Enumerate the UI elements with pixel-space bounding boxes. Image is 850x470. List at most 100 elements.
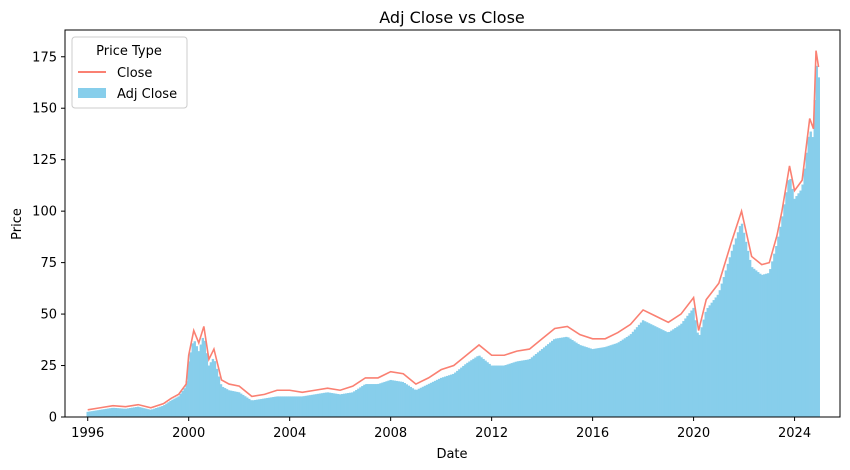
adj-close-bar: [278, 396, 281, 417]
adj-close-bar: [110, 407, 114, 417]
adj-close-bar: [585, 347, 588, 417]
adj-close-bar: [124, 408, 128, 417]
adj-close-bar: [734, 238, 738, 417]
adj-close-bar: [698, 334, 701, 417]
adj-close-bar: [769, 269, 772, 417]
adj-close-bar: [656, 327, 659, 417]
adj-close-bar: [221, 386, 225, 417]
adj-close-bar: [199, 344, 203, 417]
adj-close-bar: [654, 326, 657, 417]
adj-close-bar: [308, 395, 312, 417]
adj-close-bar: [811, 137, 814, 418]
y-tick-label: 100: [32, 205, 57, 220]
adj-close-bar: [460, 367, 463, 417]
legend-close-label: Close: [117, 66, 152, 81]
adj-close-bar: [803, 168, 806, 417]
adj-close-bar: [660, 329, 663, 417]
adj-close-bar: [391, 380, 394, 417]
adj-close-bar: [211, 358, 215, 417]
adj-close-bar: [191, 343, 194, 417]
x-axis-label: Date: [436, 447, 467, 462]
adj-close-bar: [395, 380, 398, 417]
adj-close-bar: [512, 362, 516, 417]
adj-close-bar: [282, 396, 285, 417]
adj-close-bar: [147, 409, 150, 417]
x-tick-label: 2000: [172, 426, 205, 441]
adj-close-bar: [605, 346, 608, 417]
adj-close-bar: [130, 407, 134, 417]
adj-close-bar: [270, 397, 273, 417]
adj-close-bar: [787, 180, 790, 417]
adj-close-bar: [641, 320, 645, 417]
adj-close-bar: [716, 294, 720, 417]
adj-close-bar: [235, 391, 239, 417]
adj-close-bar: [383, 381, 386, 417]
adj-close-bar: [353, 391, 356, 417]
adj-close-bar: [417, 388, 421, 417]
adj-close-bar: [740, 223, 744, 417]
adj-close-bar: [468, 361, 471, 417]
adj-close-bar: [258, 399, 261, 417]
adj-close-bar: [227, 390, 231, 417]
adj-close-bar: [773, 253, 776, 417]
adj-close-bar: [502, 365, 505, 417]
adj-close-bar: [242, 394, 245, 417]
adj-close-bar: [355, 389, 358, 417]
adj-close-bar: [387, 380, 390, 417]
adj-close-bar: [332, 393, 336, 417]
adj-close-bar: [328, 392, 332, 417]
adj-close-bar: [399, 381, 402, 417]
adj-close-bar: [815, 65, 818, 417]
adj-close-bar: [141, 407, 144, 417]
adj-close-bar: [405, 384, 409, 417]
adj-close-bar: [678, 325, 681, 417]
adj-close-bar: [215, 368, 219, 417]
adj-close-bar: [322, 392, 326, 417]
adj-close-bar: [314, 394, 318, 417]
adj-close-bar: [189, 352, 192, 417]
adj-close-bar: [443, 376, 447, 417]
adj-close-bar: [603, 347, 606, 417]
adj-close-bar: [448, 375, 451, 417]
y-axis: 0 25 50 75 100 125 150 175: [32, 50, 65, 426]
adj-close-bar: [381, 382, 384, 417]
adj-close-bar: [415, 389, 419, 417]
adj-close-bar: [102, 409, 106, 417]
adj-close-bar: [631, 331, 635, 417]
adj-close-bar: [112, 407, 116, 417]
adj-close-bar: [722, 277, 726, 417]
adj-close-bar: [551, 340, 554, 417]
adj-close-bar: [450, 374, 453, 417]
adj-close-bar: [375, 384, 378, 417]
adj-close-bar: [629, 334, 633, 417]
adj-close-bar: [347, 393, 350, 417]
adj-close-bar: [609, 345, 612, 417]
adj-close-bar: [799, 190, 802, 417]
adj-close-bar: [120, 408, 124, 417]
adj-close-bar: [579, 345, 582, 417]
adj-close-bar: [452, 373, 455, 417]
adj-close-bar: [411, 388, 415, 417]
adj-close-bar: [591, 349, 594, 417]
adj-close-bar: [761, 274, 764, 417]
adj-close-bar: [94, 410, 97, 417]
adj-close-bar: [746, 250, 750, 417]
adj-close-bar: [486, 362, 489, 417]
adj-close-bar: [670, 330, 673, 417]
adj-close-bar: [668, 331, 671, 417]
adj-close-bar: [549, 342, 552, 417]
adj-close-bar: [209, 362, 213, 417]
adj-close-bar: [429, 382, 433, 417]
adj-close-bar: [155, 407, 158, 417]
adj-close-bar: [567, 337, 570, 417]
adj-close-bar: [369, 384, 372, 417]
adj-close-bar: [240, 393, 243, 417]
adj-close-bar: [617, 342, 621, 417]
adj-close-bar: [246, 397, 249, 417]
adj-close-bar: [250, 400, 253, 417]
adj-close-bar: [272, 396, 275, 417]
adj-close-bar: [151, 409, 154, 417]
adj-close-bar: [423, 385, 427, 417]
adj-close-bar: [193, 341, 196, 417]
